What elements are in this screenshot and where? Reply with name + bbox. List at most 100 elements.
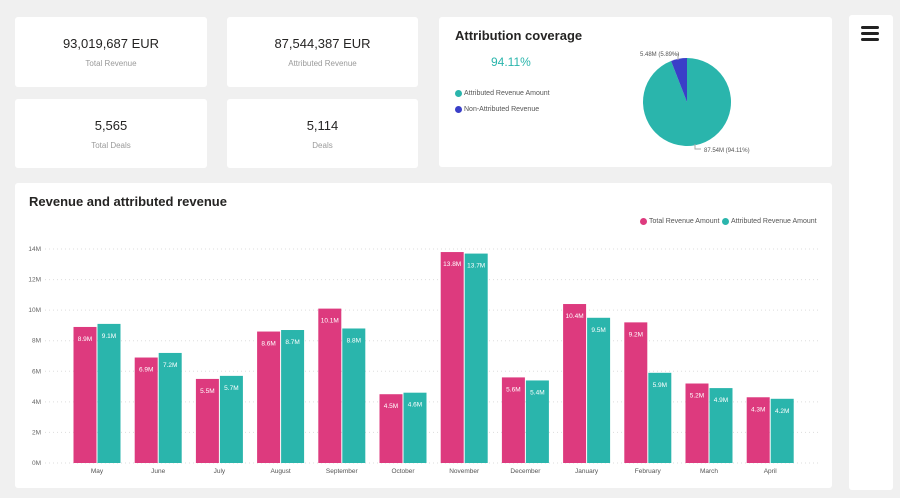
bar-data-label: 5.6M xyxy=(506,386,520,393)
bar-data-label: 7.2M xyxy=(163,362,177,369)
bar-data-label: 4.2M xyxy=(775,408,789,415)
bar[interactable] xyxy=(379,394,403,463)
bar[interactable] xyxy=(342,328,366,463)
bar-data-label: 9.1M xyxy=(102,333,116,340)
side-panel xyxy=(849,15,893,490)
pie-leader-line xyxy=(694,144,701,150)
bar-data-label: 8.6M xyxy=(261,341,275,348)
y-tick-label: 6M xyxy=(32,368,41,375)
kpi-label: Total Revenue xyxy=(85,59,137,68)
legend-attributed[interactable]: Attributed Revenue Amount xyxy=(722,218,817,225)
bar-data-label: 10.4M xyxy=(566,313,584,320)
x-tick-label: July xyxy=(214,468,226,475)
bar[interactable] xyxy=(587,317,611,463)
bar-data-label: 5.2M xyxy=(690,393,704,400)
bar[interactable] xyxy=(134,357,158,463)
bar[interactable] xyxy=(624,322,648,463)
x-tick-label: November xyxy=(449,468,480,475)
bar[interactable] xyxy=(563,304,587,463)
x-tick-label: September xyxy=(326,468,359,475)
bar[interactable] xyxy=(440,252,464,463)
bar-data-label: 8.7M xyxy=(285,339,299,346)
legend-dot-icon xyxy=(722,218,729,225)
attribution-title: Attribution coverage xyxy=(455,28,583,43)
x-tick-label: June xyxy=(151,468,165,475)
bar[interactable] xyxy=(195,378,219,463)
pie-chart: 5.48M (5.89%) 87.54M (94.11%) xyxy=(640,52,750,154)
hamburger-icon[interactable] xyxy=(861,26,879,41)
bar[interactable] xyxy=(97,323,121,463)
chart-title: Revenue and attributed revenue xyxy=(29,194,227,209)
legend-label: Attributed Revenue Amount xyxy=(731,218,817,225)
y-tick-label: 14M xyxy=(28,246,41,253)
legend-dot-icon xyxy=(455,106,462,113)
bar[interactable] xyxy=(73,326,97,463)
kpi-attributed-revenue: 87,544,387 EUR Attributed Revenue xyxy=(227,17,418,87)
bar-data-label: 5.4M xyxy=(530,389,544,396)
bar-data-label: 8.9M xyxy=(78,336,92,343)
x-tick-label: January xyxy=(575,468,599,475)
bar-data-label: 5.7M xyxy=(224,385,238,392)
legend-label: Attributed Revenue Amount xyxy=(464,90,550,97)
bar[interactable] xyxy=(685,383,709,463)
legend-label: Total Revenue Amount xyxy=(649,218,720,225)
bar[interactable] xyxy=(746,397,770,463)
bar[interactable] xyxy=(219,375,243,463)
y-tick-label: 2M xyxy=(32,429,41,436)
bar[interactable] xyxy=(318,308,342,463)
legend-total[interactable]: Total Revenue Amount xyxy=(640,218,719,225)
pie-slice[interactable] xyxy=(671,58,687,102)
bar[interactable] xyxy=(464,253,488,463)
legend-dot-icon xyxy=(455,90,462,97)
bar[interactable] xyxy=(158,352,182,463)
attribution-card: Attribution coverage 94.11% Attributed R… xyxy=(439,17,832,167)
y-tick-label: 4M xyxy=(32,399,41,406)
kpi-value: 93,019,687 EUR xyxy=(62,36,160,51)
bar[interactable] xyxy=(501,377,525,463)
bar[interactable] xyxy=(709,388,733,463)
revenue-chart-card: Revenue and attributed revenue Total Rev… xyxy=(15,183,832,488)
x-tick-label: December xyxy=(510,468,541,475)
kpi-total-revenue: 93,019,687 EUR Total Revenue xyxy=(15,17,207,87)
x-tick-label: February xyxy=(635,468,662,475)
kpi-value: 5,114 xyxy=(306,117,339,133)
bar-data-label: 5.5M xyxy=(200,388,214,395)
x-tick-label: May xyxy=(91,468,104,475)
bar[interactable] xyxy=(525,380,549,463)
bar[interactable] xyxy=(281,330,305,463)
legend-attributed[interactable]: Attributed Revenue Amount xyxy=(455,90,550,97)
bar-data-label: 4.9M xyxy=(714,397,728,404)
bar-chart: 0M 2M 4M 6M 8M 10M 12M 14M 8.9M 9.1M May 6.9M 7.2M Ju… xyxy=(28,246,820,475)
kpi-label: Attributed Revenue xyxy=(288,59,357,68)
kpi-value: 5,565 xyxy=(94,117,128,133)
bar[interactable] xyxy=(770,398,794,463)
kpi-value: 87,544,387 EUR xyxy=(274,36,371,51)
legend-dot-icon xyxy=(640,218,647,225)
kpi-total-deals: 5,565 Total Deals xyxy=(15,99,207,168)
kpi-label: Deals xyxy=(312,140,333,150)
y-tick-label: 10M xyxy=(28,307,41,314)
bar-data-label: 4.5M xyxy=(384,403,398,410)
bar-data-label: 9.2M xyxy=(629,331,643,338)
bar-data-label: 13.8M xyxy=(443,261,461,268)
pie-leader-line xyxy=(671,53,679,60)
bar-data-label: 10.1M xyxy=(321,318,339,325)
x-tick-label: March xyxy=(700,468,718,475)
coverage-percent: 94.11% xyxy=(491,55,531,69)
kpi-label: Total Deals xyxy=(91,140,131,150)
x-tick-label: October xyxy=(391,468,415,475)
bar-data-label: 8.8M xyxy=(347,337,361,344)
bar[interactable] xyxy=(648,372,672,463)
legend-non-attributed[interactable]: Non-Attributed Revenue xyxy=(455,106,539,113)
x-tick-label: August xyxy=(270,468,290,475)
bar[interactable] xyxy=(403,392,427,463)
bar-data-label: 6.9M xyxy=(139,367,153,374)
x-tick-label: April xyxy=(764,468,778,475)
bar[interactable] xyxy=(257,331,281,463)
kpi-deals: 5,114 Deals xyxy=(227,99,418,168)
bar-data-label: 4.6M xyxy=(408,402,422,409)
pie-label: 87.54M (94.11%) xyxy=(704,148,750,154)
y-tick-label: 8M xyxy=(32,338,41,345)
bar-data-label: 13.7M xyxy=(467,263,485,270)
legend-label: Non-Attributed Revenue xyxy=(464,106,540,113)
